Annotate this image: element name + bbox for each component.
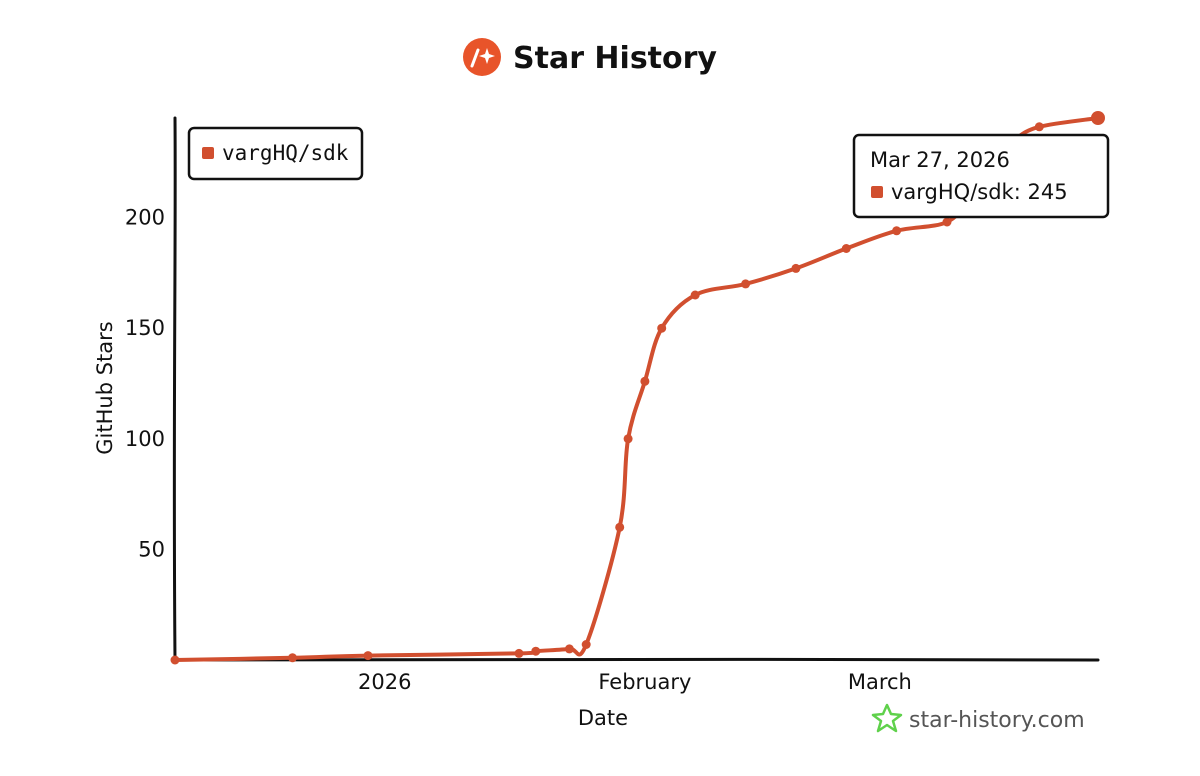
legend-label: vargHQ/sdk [222, 141, 349, 165]
star-history-logo-icon [463, 38, 501, 76]
tooltip-box [852, 133, 1110, 219]
y-tick-label: 200 [125, 206, 165, 230]
x-tick-label: February [598, 670, 691, 694]
data-point [623, 434, 633, 444]
legend-box [187, 126, 364, 181]
x-axis-line [171, 657, 1100, 662]
data-point-highlighted [1091, 111, 1105, 125]
y-axis-ticks: 50 100 150 200 [125, 206, 165, 562]
x-tick-label: March [848, 670, 912, 694]
legend: vargHQ/sdk [187, 126, 364, 181]
chart-header: Star History [463, 38, 717, 76]
data-point [640, 376, 650, 386]
y-axis-line [172, 116, 177, 662]
data-point [690, 290, 700, 300]
data-point [288, 653, 297, 663]
tooltip-swatch [871, 186, 883, 198]
x-tick-label: 2026 [358, 670, 411, 694]
data-point [942, 217, 952, 227]
data-point [841, 244, 851, 253]
tooltip: Mar 27, 2026 vargHQ/sdk: 245 [852, 133, 1110, 219]
data-point [564, 644, 574, 654]
data-point [615, 522, 625, 532]
star-outline-icon [871, 703, 903, 733]
axes [171, 116, 1100, 662]
watermark-text: star-history.com [909, 708, 1085, 733]
chart-title: Star History [513, 41, 717, 76]
tooltip-value: vargHQ/sdk: 245 [891, 180, 1068, 204]
y-tick-label: 150 [125, 316, 165, 340]
watermark: star-history.com [871, 703, 1085, 733]
data-point [1034, 122, 1044, 132]
data-point [531, 646, 541, 656]
data-point [514, 648, 524, 658]
data-point [892, 226, 902, 236]
data-point [363, 651, 373, 661]
data-point [791, 263, 801, 273]
y-tick-label: 50 [138, 537, 165, 561]
data-point [657, 323, 667, 333]
data-point [581, 640, 591, 649]
y-axis-title: GitHub Stars [93, 321, 117, 454]
x-axis-ticks: 2026 February March [358, 670, 912, 694]
x-axis-title: Date [578, 706, 628, 730]
data-point [741, 279, 751, 289]
tooltip-date: Mar 27, 2026 [870, 148, 1010, 172]
data-point [170, 655, 180, 665]
y-tick-label: 100 [125, 427, 165, 451]
legend-swatch [202, 147, 214, 159]
